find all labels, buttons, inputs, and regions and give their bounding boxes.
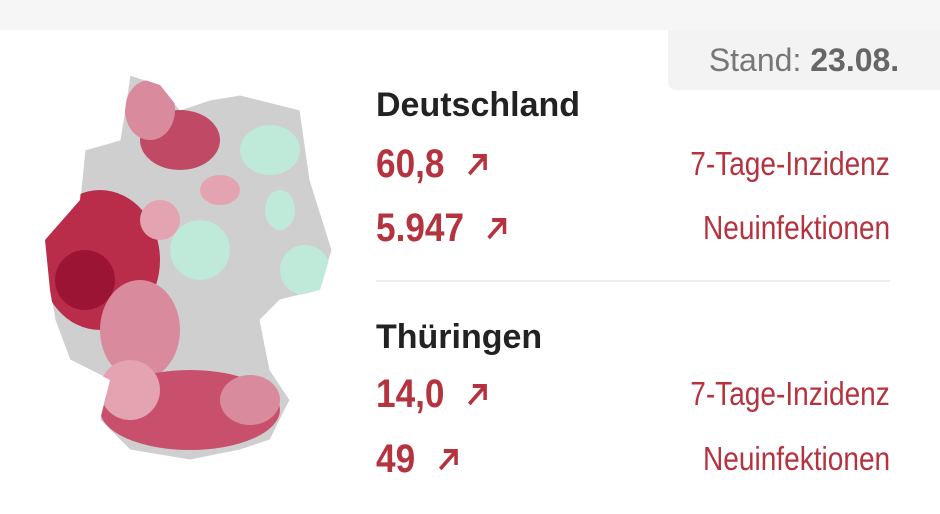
value-text: 60,8 [376, 142, 445, 186]
trend-arrow [467, 153, 487, 175]
section-title: Thüringen [376, 318, 543, 356]
metric-label: Neuinfektionen [702, 440, 890, 477]
metric-label: 7-Tage-Inzidenz [690, 145, 890, 182]
trend-arrow [487, 217, 507, 239]
value-text: 5.947 [376, 206, 465, 250]
value: 5.947 [376, 206, 510, 251]
value: 49 [376, 437, 461, 482]
value: 14,0 [376, 372, 490, 417]
separator [376, 280, 890, 282]
metric-label: 7-Tage-Inzidenz [690, 375, 890, 412]
value-text: 49 [376, 437, 416, 481]
trend-arrow [438, 448, 458, 470]
value-text: 14,0 [376, 372, 445, 416]
stand-box: Stand: 23.08. [668, 30, 940, 90]
trend-arrow [467, 383, 487, 405]
value: 60,8 [376, 142, 490, 187]
metric-label: Neuinfektionen [702, 209, 890, 246]
stand-date: 23.08. [810, 42, 900, 78]
section-title: Deutschland [376, 86, 581, 124]
map [44, 74, 333, 461]
stand-label: Stand: [708, 42, 802, 78]
